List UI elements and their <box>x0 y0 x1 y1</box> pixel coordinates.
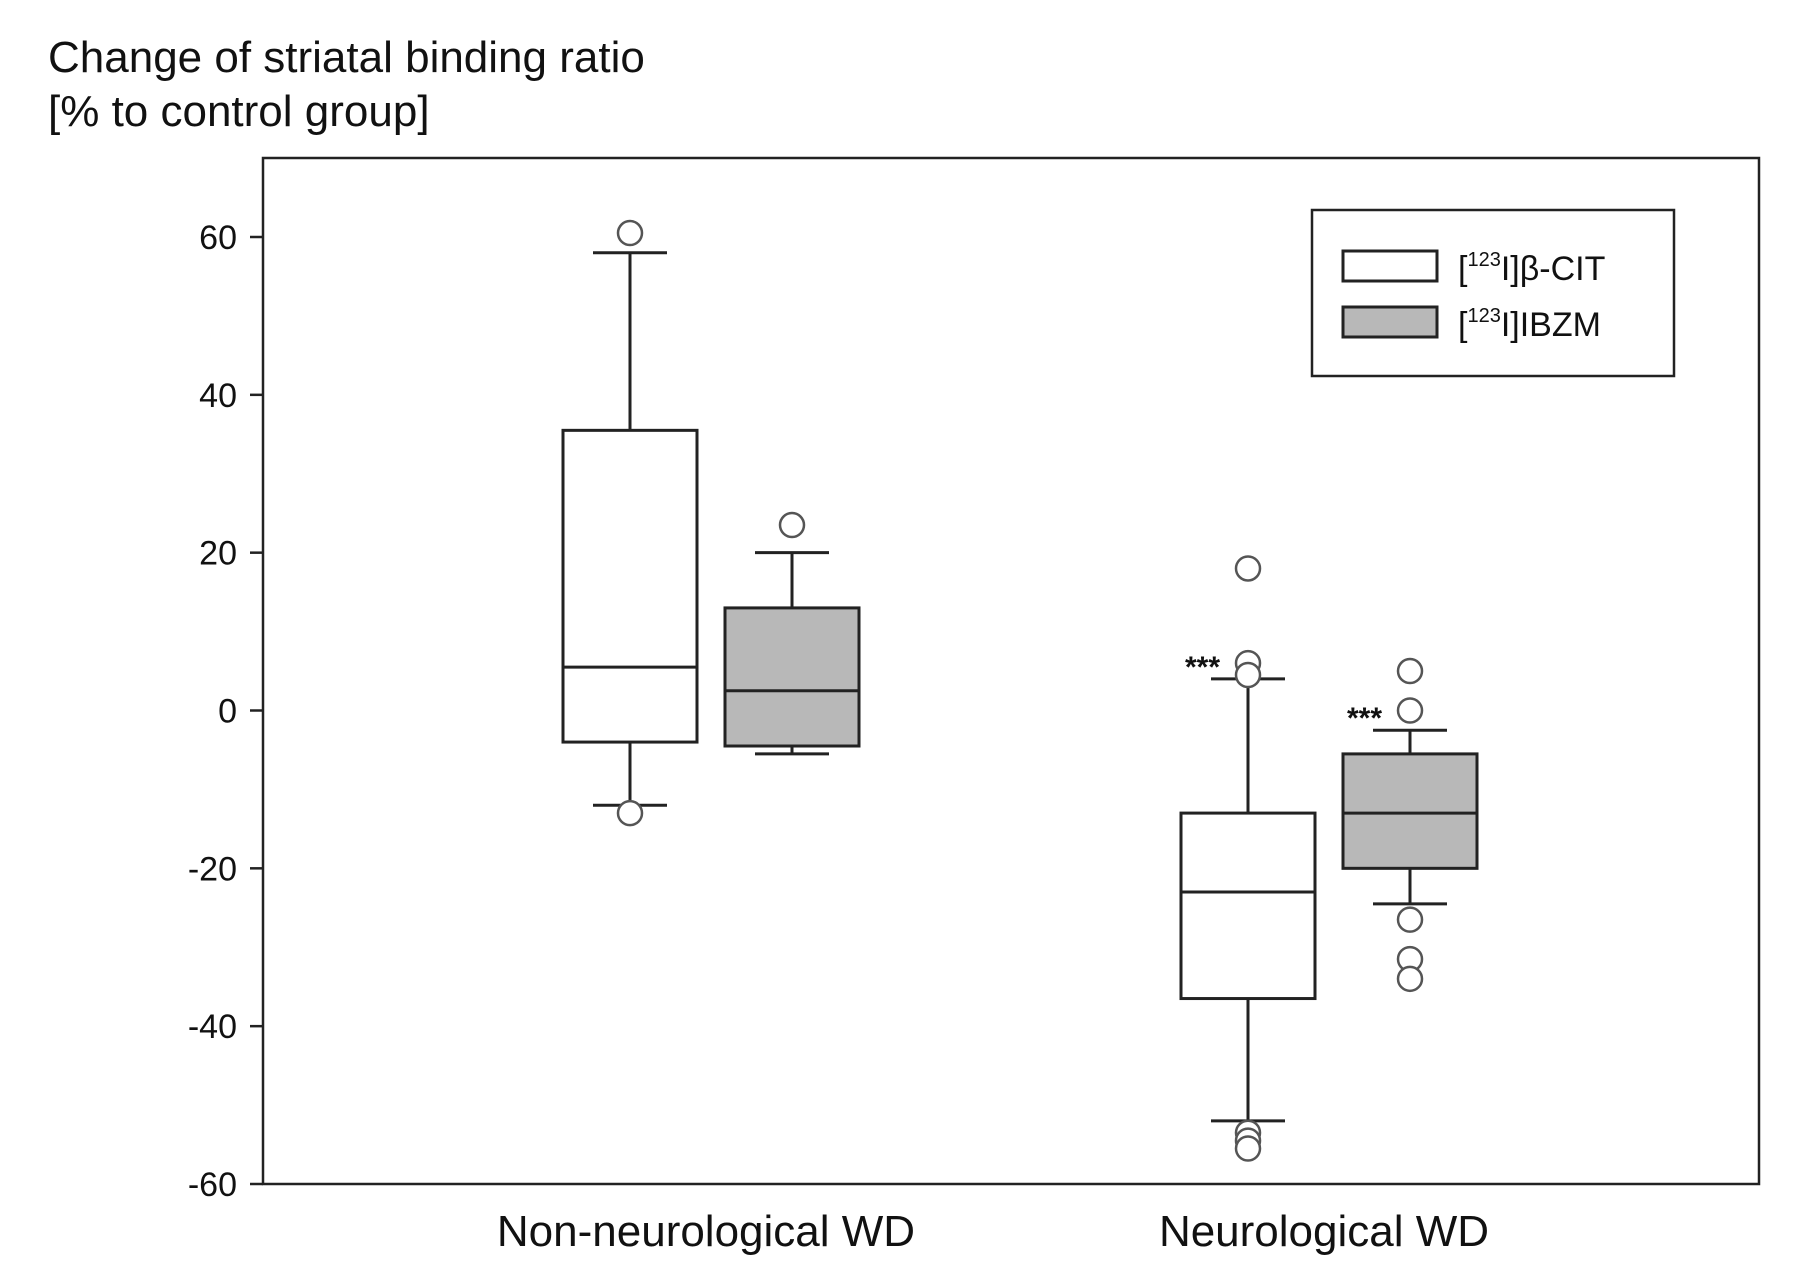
box-group <box>723 511 861 756</box>
outlier-point <box>1234 555 1262 582</box>
y-tick-label: -20 <box>188 850 237 888</box>
y-tick-label: 60 <box>199 219 237 257</box>
legend-label-ibzm: [123I]IBZM <box>1458 305 1601 344</box>
iqr-box <box>1179 811 1317 1001</box>
significance-annotations: *** *** <box>1185 651 1382 735</box>
iqr-box <box>561 428 699 744</box>
legend-swatch-beta-cit <box>1341 249 1439 283</box>
outlier-point <box>1234 661 1262 689</box>
outlier-point <box>778 511 806 539</box>
y-axis: 60 40 20 0 -20 -40 -60 <box>188 219 263 1204</box>
legend-label-beta-cit-suffix: I]β-CIT <box>1501 250 1606 288</box>
outlier-point <box>1396 697 1424 724</box>
legend-label-ibzm-sup: 123 <box>1467 305 1500 327</box>
outlier-point <box>1396 965 1424 993</box>
box-series <box>561 219 1479 1162</box>
legend-frame <box>1310 208 1676 378</box>
significance-stars: *** <box>1347 702 1382 735</box>
y-tick-label: 40 <box>199 377 237 415</box>
box-group <box>1341 657 1479 993</box>
legend-label-ibzm-suffix: I]IBZM <box>1501 306 1601 344</box>
y-tick-label: 20 <box>199 535 237 573</box>
legend-label-ibzm-prefix: [ <box>1458 306 1468 344</box>
box-group <box>1179 555 1317 1162</box>
iqr-box <box>1341 752 1479 870</box>
outlier-point <box>1396 657 1424 685</box>
legend-label-beta-cit: [123I]β-CIT <box>1458 249 1605 288</box>
x-category-label: Neurological WD <box>1159 1207 1489 1256</box>
chart-title: Change of striatal binding ratio [% to c… <box>48 33 645 136</box>
x-axis: Non-neurological WD Neurological WD <box>497 1207 1489 1256</box>
y-tick-label: -60 <box>188 1166 237 1204</box>
x-category-label: Non-neurological WD <box>497 1207 915 1256</box>
title-line-1: Change of striatal binding ratio <box>48 33 645 82</box>
legend: [123I]β-CIT [123I]IBZM <box>1310 208 1676 378</box>
outlier-point <box>616 799 644 827</box>
outlier-point <box>1234 1135 1262 1162</box>
legend-swatch-ibzm <box>1341 305 1439 339</box>
outlier-point <box>1396 906 1424 933</box>
outlier-point <box>616 219 644 247</box>
y-tick-label: 0 <box>218 693 237 731</box>
significance-stars: *** <box>1185 651 1220 684</box>
legend-label-beta-cit-sup: 123 <box>1467 249 1500 271</box>
plot-area <box>261 156 1761 1186</box>
box-group <box>561 219 699 827</box>
title-line-2: [% to control group] <box>48 87 430 136</box>
iqr-box <box>723 606 861 748</box>
y-tick-label: -40 <box>188 1008 237 1046</box>
legend-label-beta-cit-prefix: [ <box>1458 250 1468 288</box>
